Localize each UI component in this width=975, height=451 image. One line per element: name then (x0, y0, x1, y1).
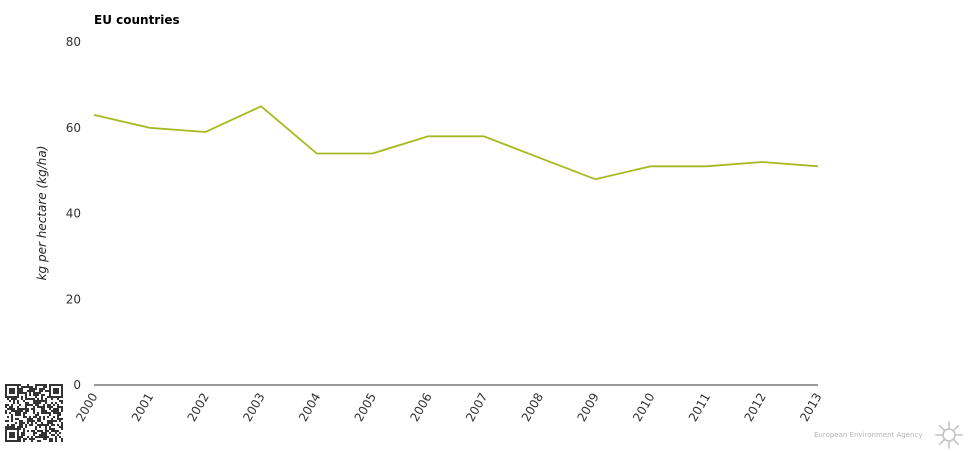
data-point[interactable] (759, 159, 765, 165)
x-axis-ticks: 2000 2001 2002 2003 2004 2005 2006 2007 2008 2009… (73, 391, 824, 424)
x-tick-label: 2007 (463, 391, 490, 424)
x-tick-label: 2010 (630, 391, 657, 424)
x-tick-label: 2012 (742, 391, 769, 424)
data-point[interactable] (425, 133, 431, 139)
y-tick-label: 60 (66, 121, 81, 135)
data-point[interactable] (369, 150, 375, 156)
data-point[interactable] (314, 150, 320, 156)
y-tick-label: 20 (66, 292, 81, 306)
y-axis-ticks: 0 20 40 60 80 (66, 35, 81, 392)
data-point[interactable] (91, 112, 97, 118)
x-tick-label: 2009 (574, 391, 601, 424)
data-point[interactable] (147, 125, 153, 131)
x-tick-label: 2013 (797, 391, 824, 424)
y-axis-label: kg per hectare (kg/ha) (35, 146, 49, 281)
x-tick-label: 2006 (407, 391, 434, 424)
x-tick-label: 2003 (240, 391, 267, 424)
chart-title: EU countries (94, 13, 180, 27)
series-group (91, 103, 821, 182)
x-tick-label: 2011 (686, 391, 713, 424)
x-tick-label: 2000 (73, 391, 100, 424)
x-tick-label: 2008 (519, 391, 546, 424)
y-tick-label: 80 (66, 35, 81, 49)
data-point[interactable] (258, 103, 264, 109)
x-tick-label: 2004 (296, 391, 323, 424)
eea-credit: European Environment Agency (814, 431, 923, 439)
data-point[interactable] (648, 163, 654, 169)
x-tick-label: 2002 (185, 391, 212, 424)
x-tick-label: 2001 (129, 391, 156, 424)
x-tick-label: 2005 (352, 391, 379, 424)
data-point[interactable] (704, 163, 710, 169)
data-point[interactable] (537, 155, 543, 161)
y-tick-label: 0 (73, 378, 81, 392)
series-line (93, 105, 819, 181)
data-point[interactable] (481, 133, 487, 139)
data-point[interactable] (202, 129, 208, 135)
data-point[interactable] (815, 163, 821, 169)
qr-code-icon (5, 384, 63, 442)
data-point[interactable] (592, 176, 598, 182)
eea-sun-logo-icon (935, 421, 963, 449)
y-tick-label: 40 (66, 207, 81, 221)
